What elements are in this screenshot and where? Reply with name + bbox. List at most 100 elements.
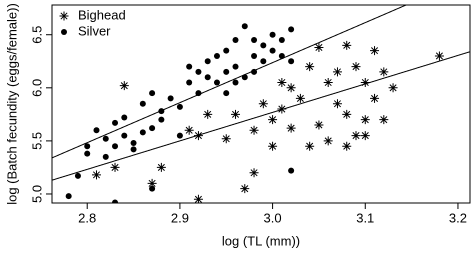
silver-point [112, 119, 119, 126]
silver-point [130, 146, 137, 153]
bighead-point [249, 125, 259, 135]
bighead-point [370, 93, 380, 103]
bighead-point [268, 141, 278, 151]
bighead-point [110, 162, 120, 172]
bighead-point [332, 67, 342, 77]
silver-point [176, 132, 183, 139]
silver-point [121, 114, 128, 121]
silver-point [84, 143, 91, 150]
silver-point [260, 42, 267, 49]
silver-point [195, 90, 202, 97]
silver-point [251, 37, 258, 44]
silver-point [186, 63, 193, 70]
silver-point [251, 68, 258, 75]
bighead-point [231, 109, 241, 119]
fit-line [52, 51, 470, 181]
x-tick-label: 3.2 [449, 210, 467, 225]
bighead-point [258, 99, 268, 109]
x-tick-label: 2.8 [78, 210, 96, 225]
bighead-point [203, 109, 213, 119]
bighead-point [184, 125, 194, 135]
legend-label: Silver [78, 23, 111, 38]
silver-point [213, 52, 220, 59]
silver-point [158, 108, 165, 115]
silver-point [251, 52, 258, 59]
bighead-point [249, 168, 259, 178]
bighead-point [193, 131, 203, 141]
silver-point [84, 150, 91, 157]
silver-point [232, 63, 239, 70]
bighead-point [147, 178, 157, 188]
bighead-point [314, 120, 324, 130]
bighead-point [332, 99, 342, 109]
bighead-point [351, 62, 361, 72]
plot-frame [51, 4, 471, 204]
bighead-point [342, 40, 352, 50]
silver-point [65, 193, 72, 200]
bighead-point [268, 115, 278, 125]
silver-point [112, 199, 119, 203]
bighead-point [342, 109, 352, 119]
bighead-point [286, 123, 296, 133]
bighead-point [314, 42, 324, 52]
y-tick-label: 6.0 [29, 79, 44, 97]
x-tick-label: 3.0 [264, 210, 282, 225]
bighead-point [305, 62, 315, 72]
bighead-point [388, 83, 398, 93]
legend-marker [59, 11, 69, 21]
silver-point [195, 68, 202, 75]
silver-point [260, 58, 267, 65]
silver-point [204, 58, 211, 65]
fit-line [52, 5, 408, 159]
bighead-point [360, 131, 370, 141]
y-axis-label: log (Batch fecundity (eggs/female)) [4, 3, 19, 205]
legend-marker [61, 29, 67, 35]
y-tick-label: 5.5 [29, 132, 44, 150]
silver-point [176, 103, 183, 110]
silver-point [93, 127, 100, 134]
silver-point [269, 47, 276, 54]
silver-point [102, 135, 109, 142]
bighead-point [119, 81, 129, 91]
silver-point [223, 90, 230, 97]
bighead-point [277, 78, 287, 88]
silver-point [130, 140, 137, 147]
silver-point [223, 68, 230, 75]
bighead-point [379, 67, 389, 77]
silver-point [223, 47, 230, 54]
silver-point [149, 90, 156, 97]
silver-point [74, 172, 81, 179]
silver-point [102, 153, 109, 160]
silver-point [149, 185, 156, 192]
silver-point [232, 37, 239, 44]
silver-point [213, 79, 220, 86]
silver-point [149, 125, 156, 132]
silver-point [288, 58, 295, 65]
bighead-point [221, 134, 231, 144]
silver-point [204, 74, 211, 81]
bighead-point [379, 115, 389, 125]
silver-point [121, 132, 128, 139]
bighead-point [286, 83, 296, 93]
y-tick-label: 6.5 [29, 26, 44, 44]
silver-point [112, 143, 119, 150]
silver-point [278, 37, 285, 44]
bighead-point [360, 78, 370, 88]
silver-point [288, 26, 295, 33]
silver-point [167, 95, 174, 102]
silver-point [158, 116, 165, 123]
silver-point [241, 74, 248, 81]
bighead-point [323, 136, 333, 146]
silver-point [278, 52, 285, 59]
bighead-point [360, 115, 370, 125]
x-tick-label: 2.9 [171, 210, 189, 225]
bighead-point [351, 131, 361, 141]
x-axis-label: log (TL (mm)) [222, 233, 300, 248]
bighead-point [342, 141, 352, 151]
silver-point [269, 31, 276, 38]
y-tick-label: 5.0 [29, 185, 44, 203]
silver-point [139, 129, 146, 136]
silver-point [241, 23, 248, 30]
legend-label: Bighead [78, 7, 126, 22]
bighead-point [370, 46, 380, 56]
